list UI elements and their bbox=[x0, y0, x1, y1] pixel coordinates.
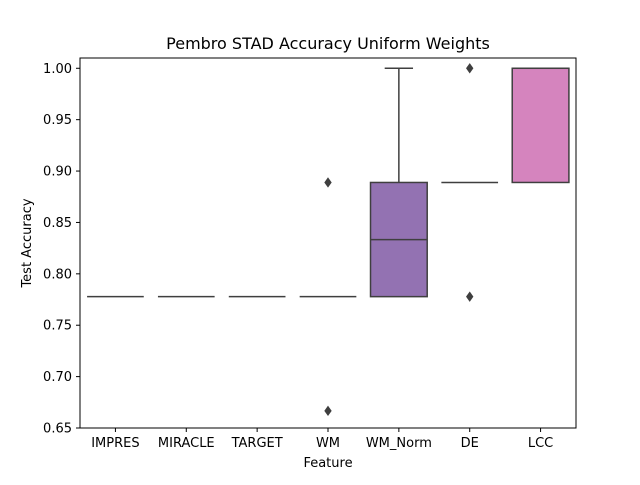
box-wm-norm bbox=[369, 67, 428, 298]
plot-frame bbox=[79, 57, 577, 429]
box-body bbox=[511, 67, 570, 184]
x-axis: IMPRES MIRACLE TARGET WM WM_Norm DE LCC bbox=[91, 428, 553, 451]
x-tick-label: LCC bbox=[528, 436, 553, 451]
x-tick-label: MIRACLE bbox=[158, 436, 215, 451]
boxes-layer bbox=[87, 63, 570, 417]
y-tick-label: 0.95 bbox=[43, 113, 72, 128]
x-tick-label: TARGET bbox=[231, 436, 283, 451]
x-tick-label: IMPRES bbox=[91, 436, 139, 451]
x-axis-label: Feature bbox=[303, 456, 352, 471]
outlier-point bbox=[466, 291, 474, 302]
y-tick-label: 1.00 bbox=[43, 62, 72, 77]
y-tick-label: 0.65 bbox=[43, 422, 72, 437]
y-tick-label: 0.75 bbox=[43, 319, 72, 334]
y-tick-label: 0.85 bbox=[43, 216, 72, 231]
box-de bbox=[441, 63, 499, 302]
y-axis-label: Test Accuracy bbox=[20, 198, 35, 288]
outlier-point bbox=[324, 405, 332, 417]
box-lcc bbox=[511, 67, 570, 184]
box-wm bbox=[299, 177, 357, 417]
outlier-point bbox=[466, 63, 474, 74]
y-axis: 0.65 0.70 0.75 0.80 0.85 0.90 0.95 1.00 bbox=[43, 62, 80, 437]
x-tick-label: WM_Norm bbox=[366, 436, 432, 451]
x-tick-label: WM bbox=[316, 436, 340, 451]
y-tick-label: 0.70 bbox=[43, 370, 72, 385]
y-tick-label: 0.80 bbox=[43, 267, 72, 282]
chart-title: Pembro STAD Accuracy Uniform Weights bbox=[166, 34, 490, 53]
x-tick-label: DE bbox=[461, 436, 479, 451]
outlier-point bbox=[324, 177, 332, 188]
y-tick-label: 0.90 bbox=[43, 165, 72, 180]
